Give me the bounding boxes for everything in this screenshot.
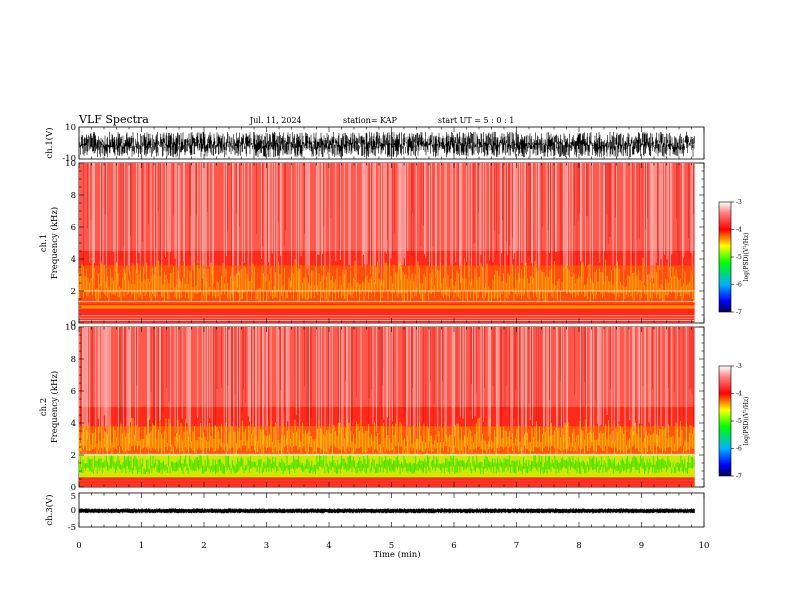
y-tick-label: 8 (71, 191, 76, 201)
ch1-waveform-ylabel: ch.1(V) (44, 127, 55, 158)
ch1-waveform-trace (78, 131, 695, 158)
colorbar-tick-label: -7 (736, 473, 742, 480)
colorbar-tick-label: -5 (736, 254, 742, 261)
ch1-waveform-panel: 10 -10 ch.1(V) (44, 123, 705, 164)
ch3-waveform-trace (78, 508, 695, 514)
waveform-path (78, 131, 695, 158)
ch3-waveform-ylabel: ch.3(V) (44, 494, 55, 525)
ch2-spectrogram-ylabel-channel: ch.2 (39, 398, 49, 416)
colorbar-tick-label: -5 (736, 418, 742, 425)
time-tick-label: 4 (326, 541, 331, 551)
spectrogram-line (79, 305, 695, 309)
y-tick-label: 2 (71, 451, 76, 461)
y-tick-label: 4 (71, 255, 76, 265)
spectrogram-hlines (79, 290, 695, 321)
y-tick-label: 0 (71, 319, 76, 329)
spectrogram-diffuse (79, 163, 695, 251)
y-tick-label: 6 (71, 387, 76, 397)
ch2-colorbar-ticks: -3 -4 -5 -6 -7 (731, 363, 742, 480)
ch3-waveform-ticks (78, 493, 705, 527)
ch1-colorbar-ticks: -3 -4 -5 -6 -7 (731, 199, 742, 316)
spectrogram-streaks (83, 163, 694, 275)
ch2-spectrogram-image (78, 327, 695, 487)
ch1-colorbar (718, 201, 732, 313)
start-time-label: start UT = 5 : 0 : 1 (438, 116, 514, 125)
ch1-waveform-ticks (78, 127, 705, 159)
ch3-ytick-bottom: -5 (68, 523, 76, 533)
colorbar-tick-label: -6 (736, 446, 742, 453)
time-tick-label: 2 (201, 541, 206, 551)
ch2-spectrogram-yticks: 0 2 4 6 8 10 (65, 323, 704, 493)
colorbar-tick-label: -4 (736, 227, 742, 234)
time-tick-label: 10 (699, 541, 710, 551)
time-tick-label: 9 (639, 541, 644, 551)
time-tick-label: 1 (139, 541, 144, 551)
y-tick-label: 10 (65, 323, 76, 333)
spectrogram-band-streaks (78, 417, 695, 455)
y-tick-label: 0 (71, 483, 76, 493)
spectrogram-streaks (79, 327, 694, 439)
colorbar-tick-label: -3 (736, 199, 742, 206)
ch2-spectrogram-ylabel: Frequency (kHz) (49, 371, 60, 443)
time-tick-label: 8 (576, 541, 581, 551)
ch3-ytick-top: 5 (71, 492, 76, 502)
spectrogram-floor (79, 477, 695, 487)
ch1-spectrogram-ticks (78, 163, 705, 323)
ch1-spectrogram-image (78, 163, 695, 323)
ch2-colorbar-label: log(PSD)(V²/Hz) (743, 397, 750, 446)
spectrogram-streaks (78, 327, 687, 463)
waveform-path (78, 508, 695, 514)
y-tick-label: 6 (71, 223, 76, 233)
y-tick-label: 10 (65, 159, 76, 169)
y-tick-label: 4 (71, 419, 76, 429)
spectrogram-lowband-streaks (78, 452, 695, 475)
time-tick-label: 3 (264, 541, 269, 551)
spectrogram-diffuse (79, 327, 695, 407)
spectrogram-streaks (89, 163, 693, 299)
ch3-ytick-mid: 0 (71, 506, 76, 516)
time-tick-label: 6 (451, 541, 456, 551)
colorbar-tick-label: -6 (736, 282, 742, 289)
station-label: station= KAP (343, 116, 398, 125)
y-tick-label: 8 (71, 355, 76, 365)
colorbar-tick-label: -3 (736, 363, 742, 370)
time-axis-ticklabels: 0 1 2 3 4 5 6 7 8 9 10 (76, 541, 709, 551)
time-tick-label: 0 (76, 541, 81, 551)
ch3-waveform-panel: 5 0 -5 ch.3(V) (44, 492, 705, 533)
ch1-spectrogram-yticks: 0 2 4 6 8 10 (65, 159, 704, 329)
figure-title: VLF Spectra (78, 113, 149, 126)
ch1-spectrogram-ylabel: Frequency (kHz) (49, 207, 60, 279)
time-tick-label: 5 (389, 541, 394, 551)
ch1-spectrogram-ylabel-channel: ch.1 (39, 234, 49, 252)
colorbar-tick-label: -4 (736, 391, 742, 398)
y-tick-label: 2 (71, 287, 76, 297)
colorbar-tick-label: -7 (736, 309, 742, 316)
time-tick-label: 7 (514, 541, 519, 551)
ch2-spectrogram-ticks (78, 327, 705, 487)
ch2-colorbar (718, 365, 732, 477)
ch1-ytick-bottom: -10 (62, 154, 76, 164)
time-axis-label: Time (min) (373, 549, 420, 560)
ch1-colorbar-label: log(PSD)(V²/Hz) (743, 233, 750, 282)
date-label: Jul. 11, 2024 (249, 116, 302, 125)
ch1-ytick-top: 10 (65, 123, 76, 133)
